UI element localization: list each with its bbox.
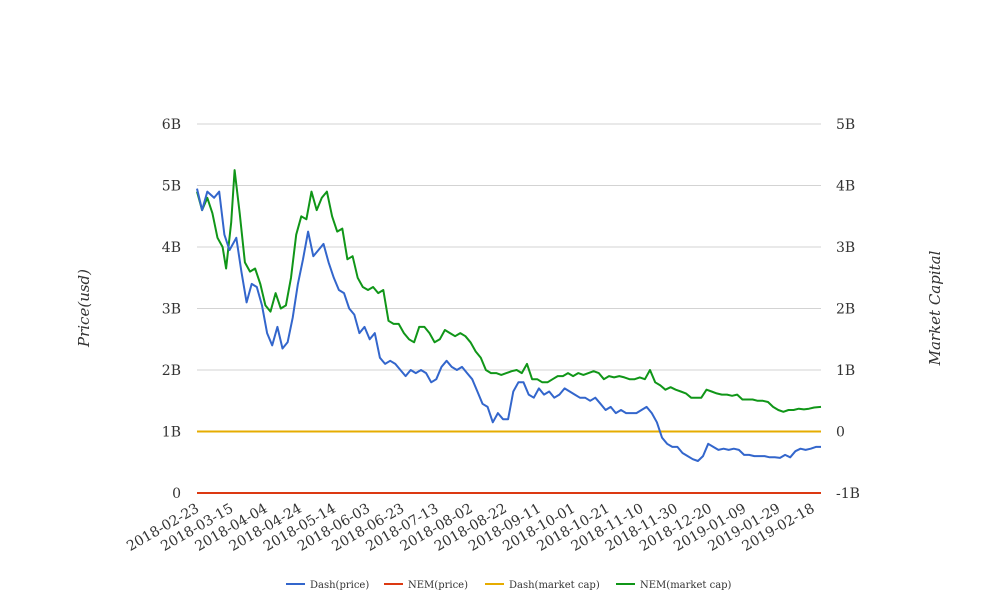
left-tick-label: 6B (162, 117, 181, 133)
right-tick-label: 5B (836, 117, 855, 133)
legend-label-dash-market-cap: Dash(market cap) (509, 580, 600, 591)
legend-label-nem-market-cap: NEM(market cap) (640, 580, 732, 591)
legend: Dash(price) NEM(price) Dash(market cap) NEM… (286, 580, 732, 591)
right-axis-title: Market Capital (926, 250, 944, 366)
left-axis-title: Price(usd) (75, 269, 93, 348)
legend-label-nem-price: NEM(price) (408, 580, 468, 591)
left-tick-label: 3B (162, 302, 181, 318)
left-axis-ticks: 0 1B 2B 3B 4B 5B 6B (162, 117, 181, 502)
right-tick-label: 0 (836, 425, 845, 441)
series-lines (196, 169, 822, 494)
left-tick-label: 1B (162, 425, 181, 441)
left-tick-label: 5B (162, 179, 181, 195)
series-line-dash-price (196, 188, 821, 462)
left-tick-label: 2B (162, 363, 181, 379)
legend-label-dash-price: Dash(price) (310, 580, 369, 591)
right-tick-label: 1B (836, 363, 855, 379)
right-tick-label: 3B (836, 240, 855, 256)
right-tick-label: 2B (836, 302, 855, 318)
right-tick-label: 4B (836, 179, 855, 195)
gridlines (197, 123, 821, 494)
left-tick-label: 4B (162, 240, 181, 256)
x-axis-ticks: 2018-02-232018-03-152018-04-042018-04-24… (124, 501, 817, 555)
right-tick-label: -1B (836, 486, 860, 502)
left-tick-label: 0 (172, 486, 181, 502)
right-axis-ticks: -1B 0 1B 2B 3B 4B 5B (836, 117, 860, 502)
series-line-nem-market-cap (196, 169, 822, 413)
